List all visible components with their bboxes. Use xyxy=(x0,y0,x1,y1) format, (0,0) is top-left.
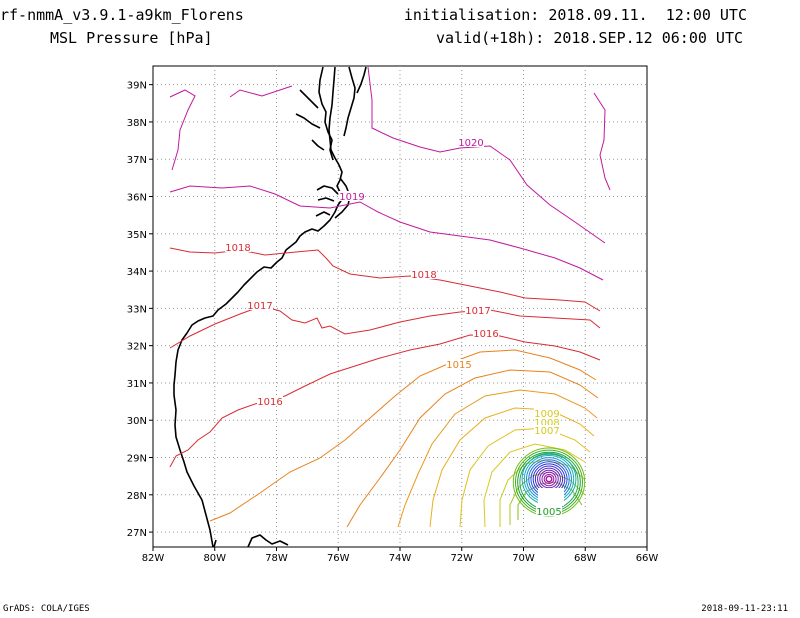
contour-label-bg xyxy=(339,191,365,201)
lat-tick-label: 38N xyxy=(127,118,147,129)
contour-label-bg xyxy=(473,328,499,338)
contour-label: 1015 xyxy=(446,360,471,371)
hurricane-ring xyxy=(543,473,555,485)
contour-label-bg xyxy=(247,300,273,310)
isobar-1016 xyxy=(169,334,601,468)
isobar-1018 xyxy=(169,247,601,312)
contour-label-bg xyxy=(446,359,472,369)
lat-tick-label: 30N xyxy=(127,416,147,427)
hurricane-ring xyxy=(539,469,559,489)
coastline xyxy=(173,66,367,548)
hurricane-eye-gap xyxy=(538,488,564,506)
isobar-1020-east xyxy=(593,92,611,191)
contour-label-bg xyxy=(257,396,283,406)
coastline-bay-west xyxy=(318,66,334,161)
initialisation-time: initialisation: 2018.09.11. 12:00 UTC xyxy=(403,6,747,24)
lat-tick-label: 27N xyxy=(127,528,147,539)
hurricane-rings xyxy=(512,447,586,517)
lat-tick-label: 35N xyxy=(127,230,147,241)
model-title: rf-nmmA_v3.9.1-a9km_Florens xyxy=(0,6,244,24)
contour-label: 1018 xyxy=(225,243,250,254)
valid-time: valid(+18h): 2018.SEP.12 06:00 UTC xyxy=(435,29,743,47)
lat-tick-label: 33N xyxy=(127,304,147,315)
isobar-1020-west xyxy=(169,89,196,171)
contour-label-bg xyxy=(411,269,437,279)
isobar-1010 xyxy=(483,443,586,528)
axis-ticks: 39N 38N 37N 36N 35N 34N 33N 32N 31N 30N 29N 28N 27N 8… xyxy=(127,81,659,564)
coastline-sounds xyxy=(315,185,339,217)
contour-label-bg xyxy=(458,137,484,147)
lat-tick-label: 36N xyxy=(127,193,147,204)
contour-label: 1017 xyxy=(247,301,272,312)
contour-label-bg xyxy=(534,417,560,427)
isobar-1013 xyxy=(397,389,598,528)
contour-labels: 1020 1019 1018 1018 1017 1017 1016 1016 1015 1009… xyxy=(225,137,562,518)
isobar-1007 xyxy=(517,481,583,520)
lon-tick-label: 72W xyxy=(450,553,473,564)
hurricane-ring xyxy=(541,471,557,487)
hurricane-ring xyxy=(537,467,561,491)
lon-tick-label: 70W xyxy=(512,553,535,564)
coastline-mainland xyxy=(173,66,344,548)
footer-timestamp: 2018-09-11-23:11 xyxy=(701,604,788,614)
coastline-bay-east xyxy=(343,66,356,137)
variable-title: MSL Pressure [hPa] xyxy=(50,29,213,47)
contour-label: 1016 xyxy=(473,329,498,340)
grid-lines xyxy=(153,66,647,547)
contour-label: 1009 xyxy=(534,409,559,420)
lon-tick-label: 78W xyxy=(265,553,288,564)
isobar-1011 xyxy=(459,427,591,528)
lat-tick-label: 28N xyxy=(127,491,147,502)
contour-label: 1008 xyxy=(534,418,559,429)
lat-tick-label: 31N xyxy=(127,379,147,390)
contour-label-bg xyxy=(536,506,562,516)
lat-tick-label: 32N xyxy=(127,342,147,353)
isobars xyxy=(169,66,611,528)
contour-label: 1019 xyxy=(339,192,364,203)
lon-tick-label: 68W xyxy=(574,553,597,564)
lon-tick-label: 74W xyxy=(389,553,412,564)
contour-label: 1017 xyxy=(465,306,490,317)
contour-label: 1016 xyxy=(257,397,282,408)
coastline-delmarva xyxy=(356,66,367,94)
isobar-1020-north xyxy=(229,85,293,98)
lon-tick-label: 66W xyxy=(636,553,659,564)
coastline-rivers xyxy=(295,89,325,151)
contour-label: 1020 xyxy=(458,138,483,149)
contour-label-bg xyxy=(465,305,491,315)
lon-tick-label: 82W xyxy=(142,553,165,564)
isobar-1008 xyxy=(509,471,586,525)
coastline-florida-keys xyxy=(247,534,289,548)
contour-label: 1005 xyxy=(536,507,561,518)
lon-tick-label: 80W xyxy=(203,553,226,564)
contour-label: 1018 xyxy=(411,270,436,281)
isobar-1015 xyxy=(209,349,597,522)
lat-tick-label: 37N xyxy=(127,155,147,166)
isobar-1017 xyxy=(169,305,601,349)
lat-tick-label: 39N xyxy=(127,81,147,92)
isobar-1012 xyxy=(429,407,595,528)
lat-tick-label: 29N xyxy=(127,454,147,465)
hurricane-eye xyxy=(545,475,553,483)
contour-label: 1007 xyxy=(534,426,559,437)
lat-tick-label: 34N xyxy=(127,267,147,278)
footer-credit: GrADS: COLA/IGES xyxy=(3,604,90,614)
coastline-florida-tip xyxy=(213,539,217,548)
contour-label-bg xyxy=(534,425,560,435)
isobar-1019 xyxy=(169,185,604,281)
isobar-1020 xyxy=(367,66,606,244)
contour-label-bg xyxy=(225,242,251,252)
isobar-1014 xyxy=(346,369,599,528)
contour-label-bg xyxy=(534,408,560,418)
lon-tick-label: 76W xyxy=(327,553,350,564)
